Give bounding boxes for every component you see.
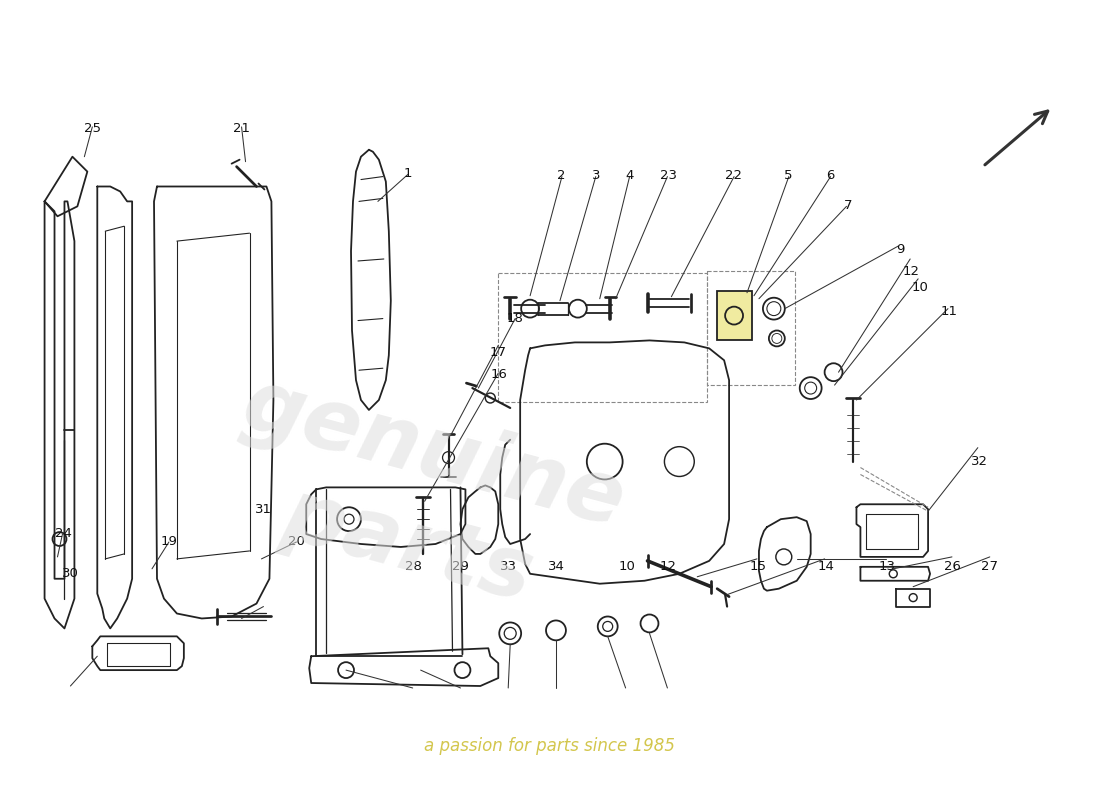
Text: 10: 10 — [618, 560, 635, 574]
Text: 30: 30 — [63, 566, 79, 580]
Text: 21: 21 — [233, 122, 250, 134]
Text: 6: 6 — [826, 170, 835, 182]
Text: 34: 34 — [548, 560, 565, 574]
Text: 20: 20 — [288, 535, 305, 548]
Text: 2: 2 — [557, 170, 565, 182]
Text: 7: 7 — [844, 199, 851, 212]
Text: 4: 4 — [626, 170, 634, 182]
Text: 5: 5 — [784, 170, 793, 182]
Text: genuine
parts: genuine parts — [208, 362, 634, 637]
Text: 25: 25 — [84, 122, 101, 134]
Text: 27: 27 — [981, 560, 999, 574]
Text: 24: 24 — [55, 527, 72, 540]
Text: 19: 19 — [161, 535, 177, 548]
Bar — [498, 273, 707, 402]
Text: 1: 1 — [404, 167, 412, 180]
Text: 26: 26 — [944, 560, 961, 574]
Text: a passion for parts since 1985: a passion for parts since 1985 — [425, 737, 675, 754]
Text: 31: 31 — [255, 503, 272, 516]
Text: 17: 17 — [491, 346, 507, 359]
Text: 28: 28 — [405, 560, 421, 574]
Text: 16: 16 — [491, 368, 507, 381]
Text: 18: 18 — [506, 313, 524, 326]
Text: 23: 23 — [660, 170, 676, 182]
Bar — [707, 271, 795, 385]
Text: 12: 12 — [903, 265, 920, 278]
Text: 22: 22 — [725, 170, 742, 182]
Text: 13: 13 — [879, 560, 895, 574]
Text: 3: 3 — [592, 170, 601, 182]
Text: 32: 32 — [970, 455, 988, 469]
Text: 29: 29 — [452, 560, 469, 574]
Bar — [717, 290, 752, 341]
Text: 33: 33 — [499, 560, 517, 574]
Text: 10: 10 — [912, 281, 928, 294]
Text: 12: 12 — [660, 560, 676, 574]
Text: 14: 14 — [817, 560, 834, 574]
Text: 15: 15 — [749, 560, 767, 574]
Text: 9: 9 — [896, 242, 904, 255]
Text: 11: 11 — [940, 305, 958, 318]
